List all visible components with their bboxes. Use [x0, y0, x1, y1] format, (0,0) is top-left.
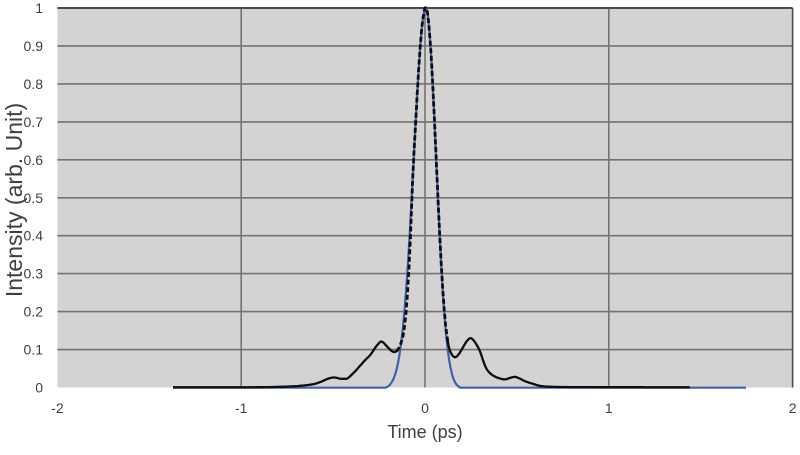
svg-text:0.1: 0.1 — [24, 342, 44, 358]
svg-text:1: 1 — [35, 0, 43, 16]
svg-text:0.3: 0.3 — [24, 266, 44, 282]
svg-text:0.6: 0.6 — [24, 152, 44, 168]
svg-text:0: 0 — [35, 380, 43, 396]
svg-text:0.7: 0.7 — [24, 114, 44, 130]
svg-text:0.4: 0.4 — [24, 228, 44, 244]
svg-text:-1: -1 — [235, 400, 248, 416]
svg-text:0: 0 — [421, 400, 429, 416]
svg-text:0.5: 0.5 — [24, 190, 44, 206]
svg-text:0.8: 0.8 — [24, 76, 44, 92]
svg-text:-2: -2 — [51, 400, 64, 416]
svg-text:1: 1 — [605, 400, 613, 416]
svg-text:Time (ps): Time (ps) — [387, 422, 462, 442]
svg-text:0.2: 0.2 — [24, 304, 44, 320]
svg-text:2: 2 — [789, 400, 797, 416]
svg-text:Intensity (arb. Unit): Intensity (arb. Unit) — [1, 103, 27, 297]
svg-text:0.9: 0.9 — [24, 38, 44, 54]
